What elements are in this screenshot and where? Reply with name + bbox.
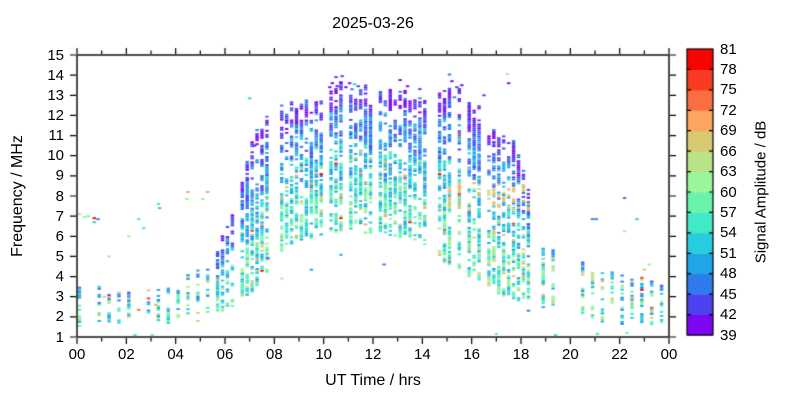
colorbar-tick-label: 66	[720, 142, 737, 160]
colorbar-tick-label: 39	[720, 326, 737, 344]
colorbar-tick-label: 42	[720, 306, 737, 324]
y-tick-label: 1	[55, 328, 64, 346]
colorbar-tick-label: 63	[720, 163, 737, 181]
y-tick-label: 9	[55, 167, 64, 185]
x-tick-label: 20	[561, 346, 579, 363]
colorbar-tick-label: 57	[720, 203, 737, 221]
colorbar-tick-label: 81	[720, 40, 737, 58]
x-tick-label: 16	[463, 346, 480, 363]
x-tick-label: 08	[265, 346, 283, 363]
x-tick-label: 18	[512, 346, 530, 363]
colorbar-tick-label: 54	[720, 224, 737, 242]
y-tick-label: 10	[47, 147, 64, 165]
x-tick-label: 12	[364, 346, 382, 363]
x-tick-label: 14	[413, 346, 431, 363]
y-tick-label: 15	[47, 46, 64, 64]
y-tick-label: 3	[55, 288, 64, 306]
y-tick-label: 14	[47, 66, 64, 84]
colorbar-tick-label: 72	[720, 101, 737, 119]
y-tick-label: 7	[55, 207, 64, 225]
colorbar-label: Signal Amplitude / dB	[752, 120, 770, 264]
colorbar-tick-label: 45	[720, 285, 737, 303]
x-tick-label: 02	[117, 346, 135, 363]
colorbar-tick-label: 48	[720, 265, 737, 283]
x-axis-label: UT Time / hrs	[325, 372, 421, 389]
y-tick-label: 5	[55, 247, 64, 265]
x-tick-label: 00	[68, 346, 86, 363]
y-tick-label: 13	[47, 86, 64, 104]
x-tick-label: 04	[167, 346, 184, 363]
chart-title: 2025-03-26	[332, 15, 414, 32]
y-tick-label: 12	[47, 106, 64, 124]
y-tick-label: 11	[48, 127, 64, 145]
x-tick-label: 00	[660, 346, 678, 363]
colorbar-tick-label: 75	[720, 81, 737, 99]
x-tick-label: 10	[315, 346, 332, 363]
y-tick-label: 2	[55, 308, 64, 326]
colorbar-tick-label: 69	[720, 122, 737, 140]
x-tick-label: 06	[216, 346, 234, 363]
colorbar-tick-label: 60	[720, 183, 737, 201]
colorbar-tick-label: 78	[720, 60, 737, 78]
x-tick-label: 22	[611, 346, 628, 363]
y-tick-label: 8	[55, 187, 64, 205]
y-tick-label: 6	[55, 227, 64, 245]
y-tick-label: 4	[55, 268, 64, 286]
colorbar-tick-label: 51	[720, 244, 737, 262]
